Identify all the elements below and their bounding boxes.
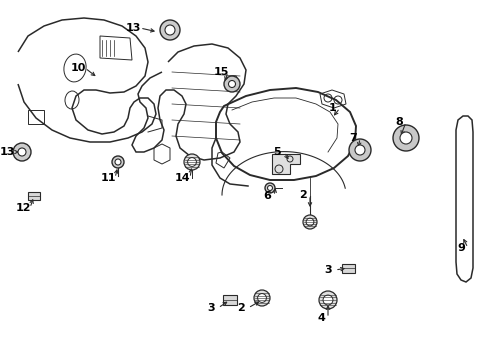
- Circle shape: [187, 158, 196, 166]
- Text: 2: 2: [237, 303, 244, 313]
- Bar: [341, 264, 354, 273]
- Circle shape: [164, 25, 175, 35]
- Bar: [223, 295, 237, 305]
- Circle shape: [399, 132, 411, 144]
- Text: 9: 9: [456, 243, 464, 253]
- Circle shape: [160, 20, 180, 40]
- Text: 14: 14: [175, 173, 190, 183]
- Circle shape: [354, 145, 364, 155]
- Circle shape: [115, 159, 121, 165]
- Circle shape: [13, 143, 31, 161]
- Circle shape: [348, 139, 370, 161]
- Circle shape: [112, 156, 124, 168]
- Text: 3: 3: [324, 265, 331, 275]
- Circle shape: [323, 295, 332, 305]
- Circle shape: [257, 294, 266, 302]
- Text: 10: 10: [70, 63, 85, 73]
- Bar: [28, 192, 40, 200]
- Circle shape: [183, 154, 200, 170]
- Circle shape: [253, 290, 269, 306]
- Text: 2: 2: [299, 190, 306, 200]
- Circle shape: [264, 183, 274, 193]
- Text: 1: 1: [328, 103, 336, 113]
- Text: 11: 11: [100, 173, 116, 183]
- Text: 15: 15: [213, 67, 228, 77]
- Text: 13: 13: [0, 147, 15, 157]
- Text: 7: 7: [348, 133, 356, 143]
- Polygon shape: [271, 154, 299, 174]
- Text: 8: 8: [394, 117, 402, 127]
- Text: 3: 3: [207, 303, 214, 313]
- Circle shape: [267, 185, 272, 190]
- Circle shape: [303, 215, 316, 229]
- Text: 13: 13: [125, 23, 141, 33]
- Circle shape: [392, 125, 418, 151]
- Text: 5: 5: [273, 147, 280, 157]
- Text: 4: 4: [316, 313, 324, 323]
- Circle shape: [224, 76, 240, 92]
- Text: 6: 6: [263, 191, 270, 201]
- Circle shape: [305, 218, 313, 226]
- Circle shape: [18, 148, 26, 156]
- Circle shape: [228, 81, 235, 87]
- Text: 12: 12: [15, 203, 31, 213]
- Circle shape: [318, 291, 336, 309]
